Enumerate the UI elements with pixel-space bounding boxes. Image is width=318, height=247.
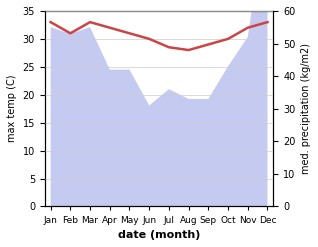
Y-axis label: med. precipitation (kg/m2): med. precipitation (kg/m2): [301, 43, 311, 174]
Y-axis label: max temp (C): max temp (C): [7, 75, 17, 143]
X-axis label: date (month): date (month): [118, 230, 200, 240]
